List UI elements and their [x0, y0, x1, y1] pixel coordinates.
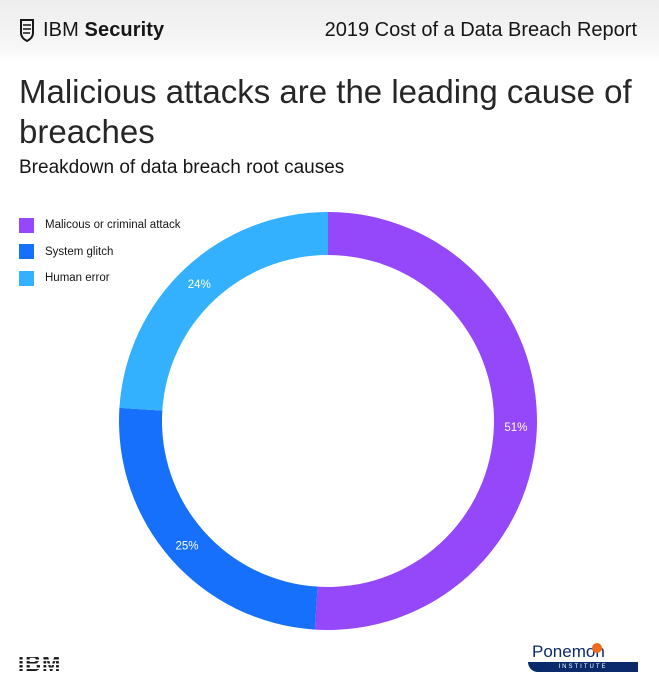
legend-item: Human error	[19, 265, 180, 292]
ponemon-sun-icon	[592, 643, 602, 653]
page-title: Malicious attacks are the leading cause …	[19, 73, 632, 150]
legend-swatch	[19, 244, 34, 260]
ibm-security-brand: IBM Security	[19, 18, 164, 42]
chart-legend: Malicous or criminal attack System glitc…	[19, 212, 180, 292]
legend-swatch	[19, 270, 34, 286]
slice-label: 51%	[504, 422, 527, 434]
legend-label: System glitch	[45, 245, 114, 258]
slice-label: 24%	[188, 279, 211, 291]
legend-swatch	[19, 217, 34, 233]
ponemon-sub: INSTITUTE	[528, 662, 638, 672]
ponemon-name: Ponemon	[532, 642, 605, 661]
donut-slice	[119, 212, 328, 411]
slice-label: 25%	[175, 540, 198, 552]
report-title: 2019 Cost of a Data Breach Report	[324, 19, 637, 41]
donut-slice	[314, 212, 538, 630]
ibm-logo: IBM	[18, 652, 74, 674]
ibm-logo-text: IBM	[18, 652, 61, 674]
legend-item: Malicous or criminal attack	[19, 212, 180, 239]
chart-subtitle: Breakdown of data breach root causes	[19, 157, 345, 178]
legend-label: Human error	[45, 272, 110, 285]
legend-label: Malicous or criminal attack	[45, 219, 181, 232]
donut-slice	[119, 407, 318, 630]
legend-item: System glitch	[19, 239, 180, 266]
ibm-security-shield-icon	[20, 19, 34, 42]
ponemon-institute-logo: Ponemon INSTITUTE	[528, 642, 638, 672]
brand-text: IBM Security	[43, 18, 165, 41]
report-header: IBM Security 2019 Cost of a Data Breach …	[0, 0, 659, 62]
